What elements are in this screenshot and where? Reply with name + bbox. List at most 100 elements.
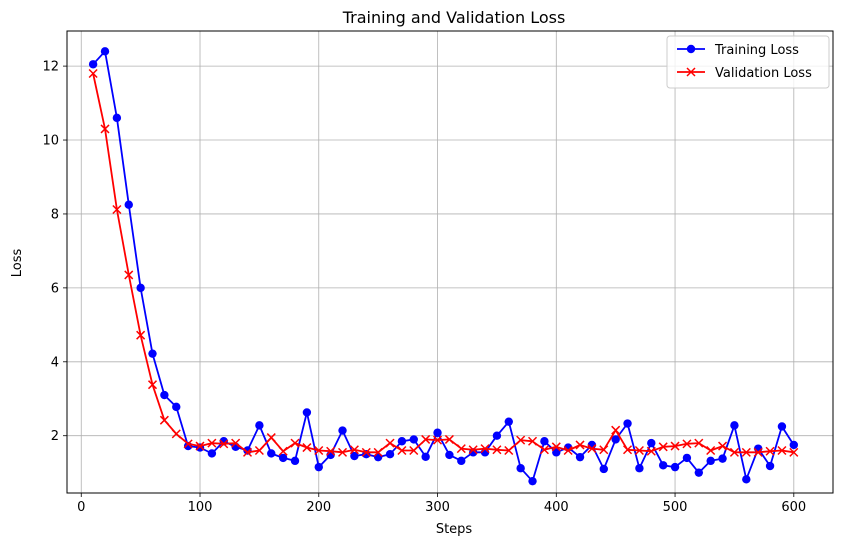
validation-loss-point <box>444 434 454 444</box>
training-loss-point <box>172 402 181 412</box>
training-loss-point <box>670 462 680 472</box>
training-loss-point <box>160 390 169 400</box>
training-loss-point <box>611 435 620 444</box>
legend-training-label: Training Loss <box>714 43 799 58</box>
validation-loss-point <box>171 429 181 439</box>
validation-loss-point <box>242 447 253 457</box>
validation-loss-point <box>100 124 110 134</box>
training-loss-point <box>267 449 276 458</box>
training-loss-point <box>457 456 466 466</box>
training-loss-point <box>777 422 787 431</box>
validation-loss-point <box>385 438 395 448</box>
training-loss-point <box>575 452 585 462</box>
training-loss-point <box>433 428 442 437</box>
validation-loss-point <box>337 447 348 457</box>
y-axis-label: Loss <box>10 249 25 278</box>
validation-loss-point <box>397 445 407 456</box>
validation-loss-point <box>314 445 324 456</box>
validation-loss-point <box>634 445 644 456</box>
x-tick-label: 400 <box>544 500 569 515</box>
training-loss-point <box>255 421 264 430</box>
validation-loss-point <box>254 445 264 456</box>
training-loss-point <box>350 451 359 461</box>
validation-loss-point <box>658 442 668 452</box>
y-tick-label: 4 <box>51 355 59 370</box>
y-tick-label: 8 <box>51 207 59 222</box>
training-loss-point <box>421 452 430 461</box>
validation-loss-point <box>706 445 716 456</box>
series-lines <box>88 47 799 486</box>
axis-ticks: 0 100 200 300 400 500 600 2 4 6 8 10 12 <box>42 60 806 515</box>
training-loss-point <box>409 435 418 444</box>
training-loss-point <box>124 200 133 209</box>
validation-loss-point <box>159 415 169 425</box>
training-loss-point <box>136 283 145 293</box>
training-loss-point <box>682 453 692 463</box>
training-loss-point <box>765 461 775 471</box>
validation-loss-point <box>682 439 692 449</box>
training-loss-point <box>302 408 312 417</box>
legend-training-marker <box>686 44 696 54</box>
training-loss-point <box>100 47 110 56</box>
validation-loss-point <box>409 445 419 456</box>
training-loss-point <box>112 113 122 123</box>
training-loss-point <box>445 450 454 460</box>
validation-loss-point <box>694 438 704 448</box>
validation-loss-series <box>88 68 799 457</box>
training-loss-point <box>706 456 715 466</box>
validation-loss-point <box>563 445 573 456</box>
validation-loss-point <box>266 433 276 443</box>
validation-loss-point <box>136 330 146 340</box>
x-tick-label: 300 <box>425 500 450 515</box>
validation-loss-point <box>528 436 538 446</box>
training-loss-point <box>207 449 217 458</box>
validation-loss-point <box>219 439 229 449</box>
validation-loss-point <box>741 447 751 457</box>
training-loss-point <box>599 464 608 474</box>
training-loss-point <box>552 448 561 457</box>
validation-loss-point <box>753 447 763 457</box>
validation-loss-point <box>361 447 371 457</box>
training-loss-point <box>148 349 157 358</box>
validation-loss-point <box>349 445 359 455</box>
validation-loss-point <box>729 447 739 457</box>
training-loss-point <box>789 440 799 450</box>
validation-loss-point <box>765 446 775 456</box>
validation-loss-point <box>290 438 300 448</box>
y-tick-label: 2 <box>51 429 59 444</box>
validation-loss-point <box>195 441 205 451</box>
validation-loss-line <box>92 73 794 454</box>
validation-loss-point <box>468 445 478 455</box>
y-tick-label: 10 <box>42 134 59 149</box>
legend-box <box>666 35 830 89</box>
validation-loss-point <box>646 446 656 456</box>
training-loss-point <box>694 468 704 477</box>
validation-loss-point <box>623 445 633 455</box>
training-loss-point <box>314 462 323 472</box>
validation-loss-point <box>88 68 98 79</box>
validation-loss-point <box>492 445 502 455</box>
x-axis-label: Steps <box>436 522 473 537</box>
validation-loss-point <box>124 270 134 280</box>
validation-loss-point <box>112 204 122 215</box>
validation-loss-point <box>516 435 526 445</box>
training-loss-point <box>88 60 98 69</box>
training-loss-point <box>492 431 502 440</box>
validation-loss-point <box>551 442 561 452</box>
legend: Training Loss Validation Loss <box>666 35 830 89</box>
training-loss-point <box>647 438 656 448</box>
y-tick-label: 12 <box>42 60 59 75</box>
validation-loss-point <box>789 447 799 457</box>
training-loss-point <box>635 464 644 473</box>
validation-loss-point <box>326 446 336 456</box>
training-loss-point <box>623 419 632 428</box>
training-loss-point <box>278 453 288 463</box>
validation-loss-point <box>504 445 514 456</box>
training-loss-point <box>385 449 395 459</box>
training-loss-line <box>92 50 795 483</box>
x-tick-label: 0 <box>77 500 85 515</box>
training-loss-point <box>658 461 668 470</box>
x-tick-label: 500 <box>663 500 688 515</box>
training-loss-point <box>718 454 727 463</box>
